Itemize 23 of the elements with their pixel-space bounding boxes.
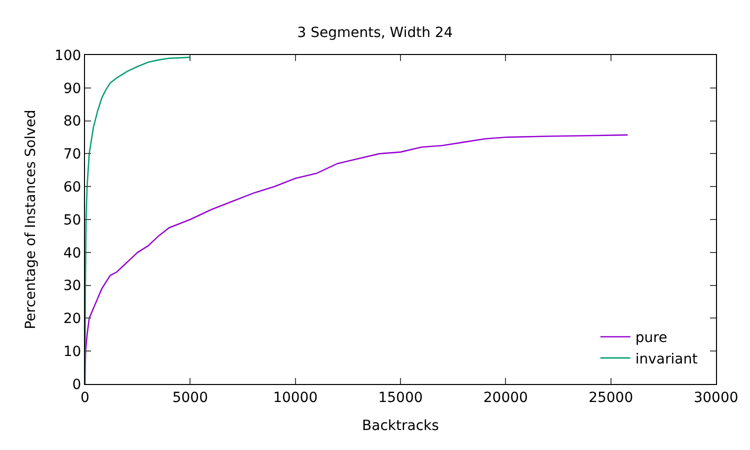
y-tick-label: 40 <box>63 245 82 262</box>
y-tick-label: 60 <box>63 180 82 196</box>
y-tick-label: 30 <box>63 278 82 294</box>
legend-label: pure <box>635 330 668 346</box>
x-tick-label: 20000 <box>483 390 528 406</box>
y-tick-label: 90 <box>63 80 82 97</box>
x-axis-title: Backtracks <box>362 418 439 434</box>
y-tick-label: 70 <box>63 146 82 163</box>
y-tick-label: 100 <box>54 48 82 64</box>
y-axis-title: Percentage of Instances Solved <box>23 110 40 330</box>
y-tick-label: 20 <box>63 311 82 328</box>
x-tick-label: 25000 <box>588 390 634 406</box>
x-tick-label: 15000 <box>378 390 423 406</box>
legend-label: invariant <box>635 351 698 368</box>
line-series <box>85 56 191 384</box>
x-tick-label: 30000 <box>694 390 738 406</box>
x-tick-label: 5000 <box>172 390 208 406</box>
y-tick-label: 10 <box>63 344 82 360</box>
chart-title: 3 Segments, Width 24 <box>297 24 453 41</box>
y-tick-label: 80 <box>63 114 82 130</box>
y-tick-label: 50 <box>63 212 82 228</box>
y-tick-label: 0 <box>72 376 82 393</box>
x-tick-label: 10000 <box>273 390 318 406</box>
